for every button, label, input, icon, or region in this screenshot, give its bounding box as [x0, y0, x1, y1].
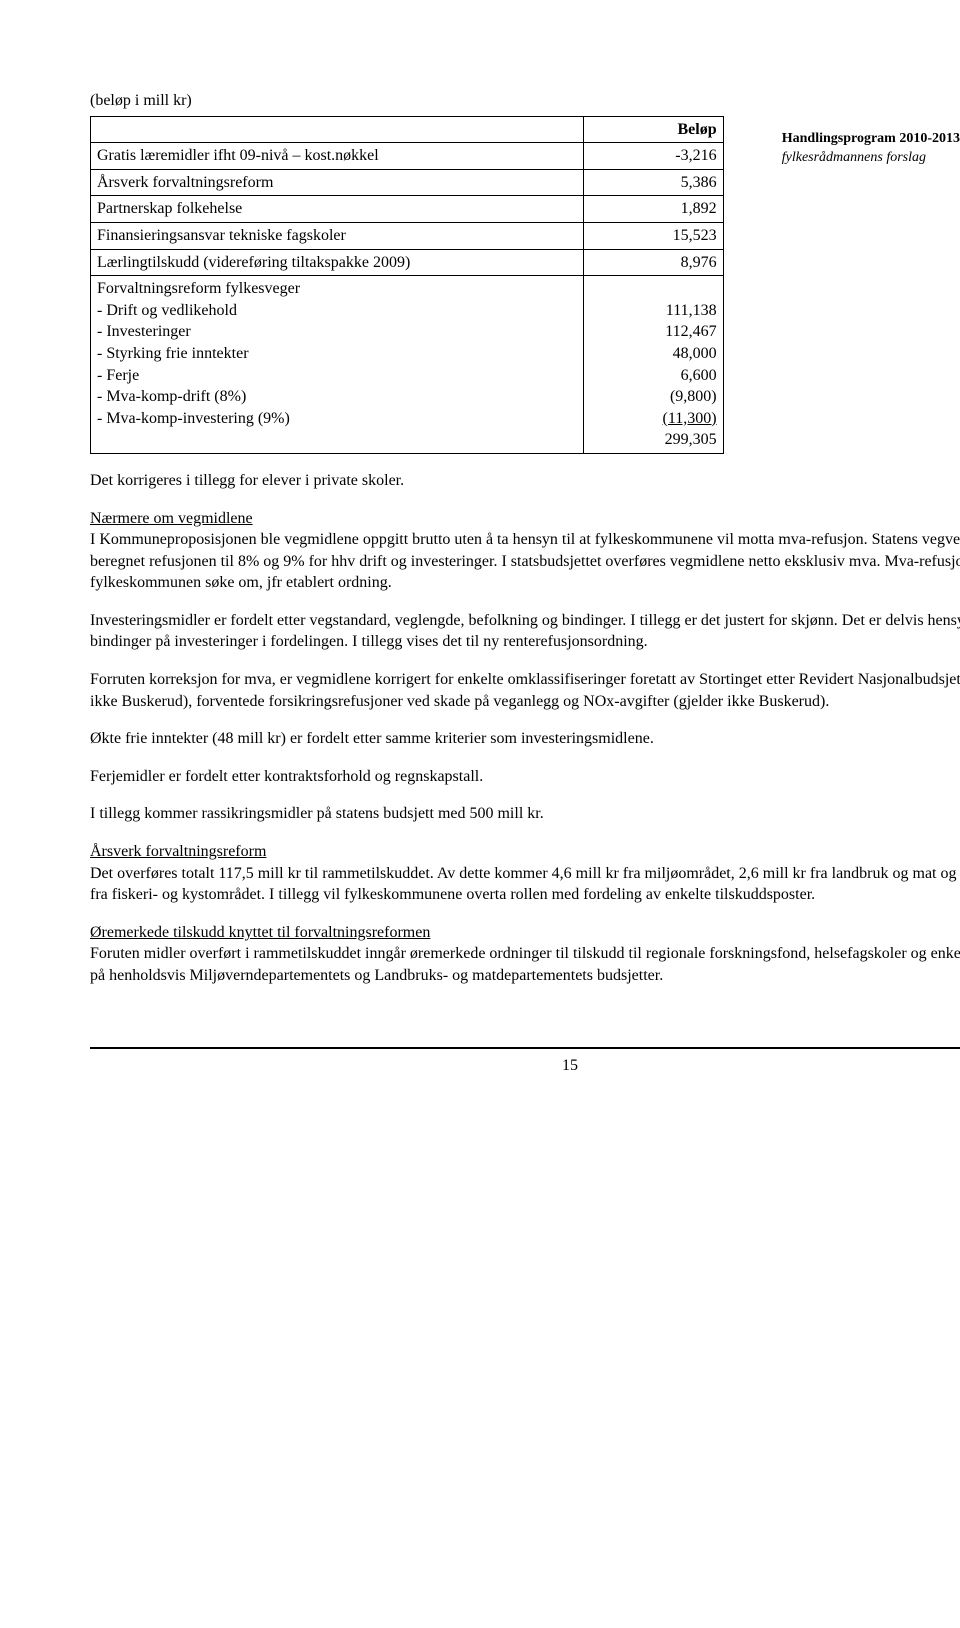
paragraph-text: Det overføres totalt 117,5 mill kr til r… — [90, 865, 960, 904]
sub-value: 111,138 — [590, 300, 716, 322]
sub-value: 6,600 — [590, 365, 716, 387]
header-title: Handlingsprogram 2010-2013 — [782, 130, 960, 149]
table-header-row: Beløp — [91, 116, 724, 143]
section-vegmidlene: Nærmere om vegmidlene I Kommuneproposisj… — [90, 508, 960, 594]
row-label: Lærlingtilskudd (videreføring tiltakspak… — [91, 249, 584, 276]
page-number: 15 — [562, 1057, 578, 1074]
row-value: 15,523 — [584, 222, 723, 249]
paragraph-text: I Kommuneproposisjonen ble vegmidlene op… — [90, 531, 960, 591]
table-row: Finansieringsansvar tekniske fagskoler 1… — [91, 222, 724, 249]
heading-aarsverk: Årsverk forvaltningsreform — [90, 843, 266, 860]
table-caption: (beløp i mill kr) — [90, 90, 960, 112]
sub-value: 112,467 — [590, 321, 716, 343]
table-row: Gratis læremidler ifht 09-nivå – kost.nø… — [91, 143, 724, 170]
paragraph-text: Investeringsmidler er fordelt etter vegs… — [90, 610, 960, 653]
paragraph-text: Økte frie inntekter (48 mill kr) er ford… — [90, 728, 960, 750]
multi-value-cell: 111,138 112,467 48,000 6,600 (9,800) (11… — [584, 276, 723, 454]
multi-cell: Forvaltningsreform fylkesveger - Drift o… — [91, 276, 584, 454]
paragraph-korrigeres: Det korrigeres i tillegg for elever i pr… — [90, 470, 960, 492]
sub-label: - Styrking frie inntekter — [97, 343, 249, 365]
row-label: Partnerskap folkehelse — [91, 196, 584, 223]
sub-label: - Mva-komp-drift (8%) — [97, 386, 246, 408]
sub-value: (11,300) — [590, 408, 716, 430]
paragraph-text: Forruten korreksjon for mva, er vegmidle… — [90, 669, 960, 712]
row-value: 1,892 — [584, 196, 723, 223]
section-oremerkede: Øremerkede tilskudd knyttet til forvaltn… — [90, 922, 960, 987]
column-header-belop: Beløp — [584, 116, 723, 143]
header-subtitle: fylkesrådmannens forslag — [782, 149, 960, 168]
sub-row: - Mva-komp-drift (8%) — [97, 386, 577, 408]
sub-row: - Investeringer — [97, 321, 577, 343]
row-label: Gratis læremidler ifht 09-nivå – kost.nø… — [91, 143, 584, 170]
sub-label: - Mva-komp-investering (9%) — [97, 408, 290, 430]
heading-vegmidlene: Nærmere om vegmidlene — [90, 510, 253, 527]
table-row: Årsverk forvaltningsreform 5,386 — [91, 169, 724, 196]
row-value: 5,386 — [584, 169, 723, 196]
paragraph-text: Ferjemidler er fordelt etter kontraktsfo… — [90, 766, 960, 788]
page-footer: 15 — [90, 1047, 960, 1077]
paragraph-text: Foruten midler overført i rammetilskudde… — [90, 945, 960, 984]
budget-table: Beløp Gratis læremidler ifht 09-nivå – k… — [90, 116, 724, 454]
heading-oremerkede: Øremerkede tilskudd knyttet til forvaltn… — [90, 924, 430, 941]
sub-row: - Drift og vedlikehold — [97, 300, 577, 322]
paragraph-text: I tillegg kommer rassikringsmidler på st… — [90, 803, 960, 825]
multi-header: Forvaltningsreform fylkesveger — [97, 278, 577, 300]
table-row: Partnerskap folkehelse 1,892 — [91, 196, 724, 223]
row-value: 8,976 — [584, 249, 723, 276]
section-aarsverk: Årsverk forvaltningsreform Det overføres… — [90, 841, 960, 906]
empty-cell — [91, 116, 584, 143]
sub-label: - Investeringer — [97, 321, 191, 343]
sub-value: 48,000 — [590, 343, 716, 365]
sub-row: - Styrking frie inntekter — [97, 343, 577, 365]
row-label: Årsverk forvaltningsreform — [91, 169, 584, 196]
sub-row: - Ferje — [97, 365, 577, 387]
row-value: -3,216 — [584, 143, 723, 170]
page-header: Handlingsprogram 2010-2013 fylkesrådmann… — [782, 130, 960, 168]
sub-label: - Ferje — [97, 365, 139, 387]
row-label: Finansieringsansvar tekniske fagskoler — [91, 222, 584, 249]
table-row: Lærlingtilskudd (videreføring tiltakspak… — [91, 249, 724, 276]
sub-label: - Drift og vedlikehold — [97, 300, 237, 322]
sub-value: (9,800) — [590, 386, 716, 408]
table-row-multi: Forvaltningsreform fylkesveger - Drift o… — [91, 276, 724, 454]
sub-row: - Mva-komp-investering (9%) — [97, 408, 577, 430]
multi-total: 299,305 — [590, 429, 716, 451]
